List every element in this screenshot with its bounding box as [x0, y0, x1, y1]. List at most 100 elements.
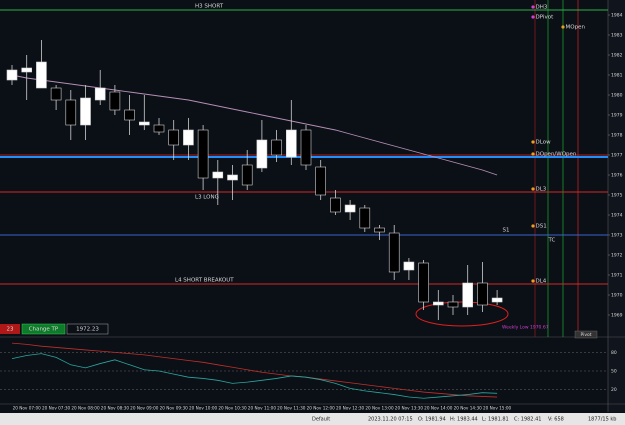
y-tick-label: 1972: [611, 253, 623, 259]
level-label: L4 SHORT BREAKOUT: [175, 278, 234, 284]
moving-average: [11, 74, 498, 176]
pivot-dot: [531, 279, 535, 283]
x-tick-label: 20 Nov 12:00: [307, 406, 336, 411]
candle-body: [50, 87, 62, 101]
candle-body: [285, 129, 297, 158]
pivot-label: DLow: [536, 140, 552, 146]
candle-body: [197, 129, 209, 179]
status-item: V: 658: [548, 417, 564, 423]
quantity-box: [0, 324, 20, 334]
x-tick-label: 20 Nov 12:30: [336, 406, 365, 411]
candle-body: [36, 61, 47, 89]
status-item: 1877/15 kb: [588, 417, 616, 423]
order-bar: 23 Change TP 1972.23: [0, 323, 109, 335]
candle-body: [330, 197, 341, 213]
pivot-dot: [531, 140, 535, 144]
candle-body: [153, 124, 165, 133]
oscillator-line: [11, 353, 498, 399]
candle-body: [300, 129, 312, 166]
candle-body: [418, 262, 429, 303]
candle-body: [462, 282, 474, 308]
pivot-label: S1: [503, 228, 510, 234]
pivot-box-label: Pivot: [580, 332, 591, 338]
y-tick-label: 1984: [611, 13, 623, 19]
x-tick-label: 20 Nov 11:00: [248, 406, 277, 411]
pivot-box: [574, 330, 598, 339]
pivot-label: DH3: [536, 5, 548, 11]
weekly-low-label: Weekly Low 1970.67: [502, 325, 549, 331]
status-item: Default: [312, 417, 330, 423]
x-tick-label: 20 Nov 14:30: [454, 406, 483, 411]
candle-body: [359, 207, 371, 229]
x-tick-label: 20 Nov 14:00: [424, 406, 453, 411]
quantity: 23: [7, 327, 14, 333]
x-tick-label: 20 Nov 07:30: [42, 406, 71, 411]
candle-body: [65, 99, 77, 126]
pivot-label: MOpen: [566, 25, 586, 31]
status-bar: [0, 413, 625, 425]
oscillator-line: [11, 342, 498, 398]
price-axis-area: [608, 0, 625, 412]
candle-body: [344, 204, 356, 213]
status-item: C: 1982.41: [514, 417, 541, 423]
x-tick-label: 20 Nov 08:00: [71, 406, 100, 411]
y-tick-label: 1969: [611, 313, 623, 319]
highlight-ellipse: [415, 301, 509, 327]
pivot-dot: [531, 187, 535, 191]
candle-body: [432, 301, 444, 306]
y-tick-label: 1975: [611, 193, 623, 199]
candle-body: [21, 67, 33, 73]
status-item: O: 1981.94: [418, 417, 446, 423]
y-tick-label: 1978: [611, 133, 623, 139]
x-tick-label: 20 Nov 09:00: [130, 406, 159, 411]
oscillator-tick-label: 50: [611, 369, 617, 375]
y-tick-label: 1976: [611, 173, 623, 179]
y-tick-label: 1983: [611, 33, 623, 39]
candle-body: [388, 232, 400, 273]
pivot-label: DL3: [536, 187, 547, 193]
pivot-dot: [561, 25, 565, 29]
x-tick-label: 20 Nov 08:30: [101, 406, 130, 411]
y-tick-label: 1970: [611, 293, 623, 299]
level-label: H3 SHORT: [195, 4, 224, 10]
candle-body: [403, 261, 415, 271]
x-tick-label: 20 Nov 07:00: [13, 406, 42, 411]
pivot-label: DOpen/WOpen: [536, 152, 577, 158]
x-tick-label: 20 Nov 11:30: [277, 406, 306, 411]
pivot-label: DS1: [536, 224, 547, 230]
y-tick-label: 1980: [611, 93, 623, 99]
status-item: 2023.11.20 07:15: [368, 417, 413, 423]
pivot-dot: [531, 152, 535, 156]
candle-body: [94, 87, 106, 101]
y-tick-label: 1981: [611, 73, 623, 79]
pivot-dot: [531, 5, 535, 9]
candle-body: [477, 282, 488, 306]
oscillator-tick-label: 20: [611, 387, 617, 393]
change-tp-button[interactable]: [21, 323, 66, 335]
candle-body: [271, 139, 282, 156]
change-tp-label[interactable]: Change TP: [29, 327, 59, 333]
pivot-label: DL4: [536, 279, 547, 285]
price-field[interactable]: [66, 323, 109, 335]
y-tick-label: 1982: [611, 53, 623, 59]
y-tick-label: 1979: [611, 113, 623, 119]
candle-body: [447, 301, 459, 308]
y-tick-label: 1971: [611, 273, 623, 279]
price-field-value: 1972.23: [76, 327, 99, 333]
status-item: H: 1983.44: [450, 417, 478, 423]
candle-body: [315, 166, 327, 196]
y-tick-label: 1977: [611, 153, 623, 159]
candle-body: [139, 121, 150, 126]
candle-body: [241, 164, 253, 186]
candle-body: [80, 97, 91, 126]
x-tick-label: 20 Nov 10:00: [189, 406, 218, 411]
pivot-label: TC: [548, 238, 556, 244]
candle-body: [491, 297, 503, 303]
x-tick-label: 20 Nov 15:00: [483, 406, 512, 411]
x-tick-label: 20 Nov 13:30: [395, 406, 424, 411]
pivot-label: DPivot: [536, 15, 555, 21]
candle-body: [374, 227, 385, 233]
